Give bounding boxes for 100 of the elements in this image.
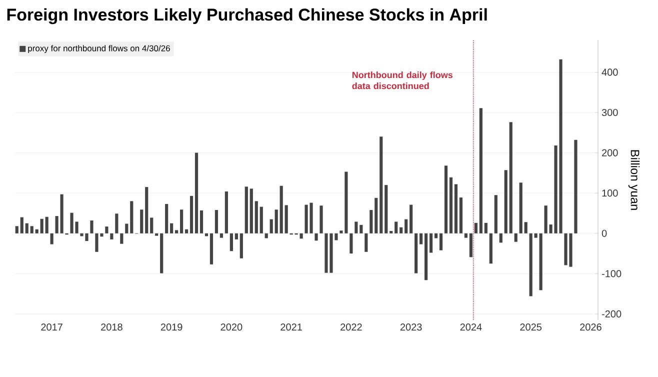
bar bbox=[180, 210, 184, 234]
bar bbox=[394, 222, 398, 234]
bar bbox=[25, 223, 28, 234]
bar bbox=[509, 122, 512, 234]
y-tick-label: 300 bbox=[602, 108, 618, 116]
bar bbox=[20, 217, 24, 234]
bar bbox=[484, 222, 488, 234]
x-tick-label: 2018 bbox=[101, 324, 122, 331]
bar bbox=[234, 233, 238, 240]
bar bbox=[210, 233, 214, 264]
bar bbox=[390, 230, 393, 234]
bar bbox=[155, 233, 158, 236]
y-tick-label: 0 bbox=[602, 230, 607, 237]
bar bbox=[434, 233, 438, 238]
bar bbox=[424, 233, 428, 280]
bar bbox=[120, 233, 124, 244]
bar bbox=[459, 198, 463, 234]
y-tick-label: -100 bbox=[602, 270, 622, 278]
bar bbox=[15, 226, 18, 234]
x-tick-label: 2026 bbox=[580, 324, 602, 331]
bar bbox=[264, 233, 268, 238]
bar bbox=[214, 210, 218, 234]
bar bbox=[320, 206, 323, 234]
bar bbox=[274, 210, 278, 234]
x-tick-label: 2023 bbox=[400, 324, 422, 331]
bar bbox=[514, 233, 518, 242]
bar bbox=[250, 188, 253, 234]
bar bbox=[40, 218, 44, 234]
bar bbox=[110, 233, 114, 240]
bar bbox=[400, 227, 403, 234]
bar bbox=[410, 204, 413, 234]
bar bbox=[494, 195, 498, 234]
x-tick-label: 2020 bbox=[220, 324, 242, 331]
bar bbox=[429, 233, 433, 253]
bar bbox=[280, 186, 283, 234]
bar bbox=[35, 229, 38, 234]
bar bbox=[474, 222, 478, 234]
x-tick-label: 2024 bbox=[460, 324, 482, 331]
bar bbox=[380, 136, 383, 234]
legend-label: proxy for northbound flows on 4/30/26 bbox=[28, 45, 170, 54]
ref-line-label: Northbound daily flows data discontinued bbox=[352, 72, 453, 90]
bar bbox=[130, 201, 134, 234]
bar bbox=[350, 233, 353, 254]
bar bbox=[90, 220, 94, 234]
y-axis-title: Billion yuan bbox=[628, 150, 640, 210]
bar bbox=[254, 201, 258, 234]
bar bbox=[374, 198, 378, 234]
bar bbox=[194, 152, 198, 234]
bar bbox=[230, 233, 233, 252]
x-tick-label: 2021 bbox=[280, 324, 302, 331]
bar bbox=[170, 223, 174, 234]
bar bbox=[384, 185, 388, 234]
bar bbox=[420, 233, 423, 244]
bar bbox=[140, 210, 144, 234]
bar bbox=[464, 233, 468, 238]
bar bbox=[524, 222, 528, 234]
bar bbox=[115, 214, 118, 234]
y-tick-label: 200 bbox=[602, 149, 618, 156]
bar bbox=[45, 216, 48, 234]
bar bbox=[175, 230, 178, 234]
bar bbox=[404, 219, 408, 234]
bar bbox=[300, 233, 303, 239]
bar bbox=[200, 210, 204, 234]
bar bbox=[504, 170, 508, 234]
bar bbox=[160, 233, 164, 274]
bar bbox=[165, 204, 168, 234]
bar bbox=[534, 233, 538, 238]
bar bbox=[354, 222, 358, 234]
bar bbox=[220, 233, 224, 238]
bar bbox=[240, 233, 243, 258]
bar bbox=[244, 186, 248, 234]
y-tick-label: 100 bbox=[602, 190, 618, 197]
bar bbox=[444, 166, 448, 234]
bar bbox=[489, 233, 492, 264]
bar bbox=[50, 233, 54, 244]
bar bbox=[499, 233, 502, 243]
bar bbox=[364, 233, 368, 252]
bar bbox=[439, 233, 443, 250]
bar bbox=[125, 224, 128, 234]
bar bbox=[105, 226, 108, 234]
bar bbox=[30, 226, 34, 234]
bar bbox=[479, 108, 482, 234]
bar bbox=[454, 184, 458, 234]
y-tick-label: -200 bbox=[602, 310, 622, 318]
x-tick-label: 2022 bbox=[340, 324, 362, 331]
bar bbox=[469, 233, 473, 258]
bar bbox=[150, 218, 154, 234]
bar bbox=[190, 196, 194, 234]
y-tick-label: 400 bbox=[602, 68, 618, 76]
bar bbox=[360, 224, 363, 234]
bar bbox=[519, 182, 522, 234]
x-tick-label: 2019 bbox=[160, 324, 182, 331]
x-tick-label: 2017 bbox=[41, 324, 62, 331]
bar bbox=[414, 233, 418, 274]
bar bbox=[314, 233, 318, 241]
bar bbox=[539, 233, 542, 290]
bar bbox=[270, 219, 273, 234]
bar bbox=[529, 233, 532, 296]
bar bbox=[224, 191, 228, 234]
bar bbox=[184, 229, 188, 234]
